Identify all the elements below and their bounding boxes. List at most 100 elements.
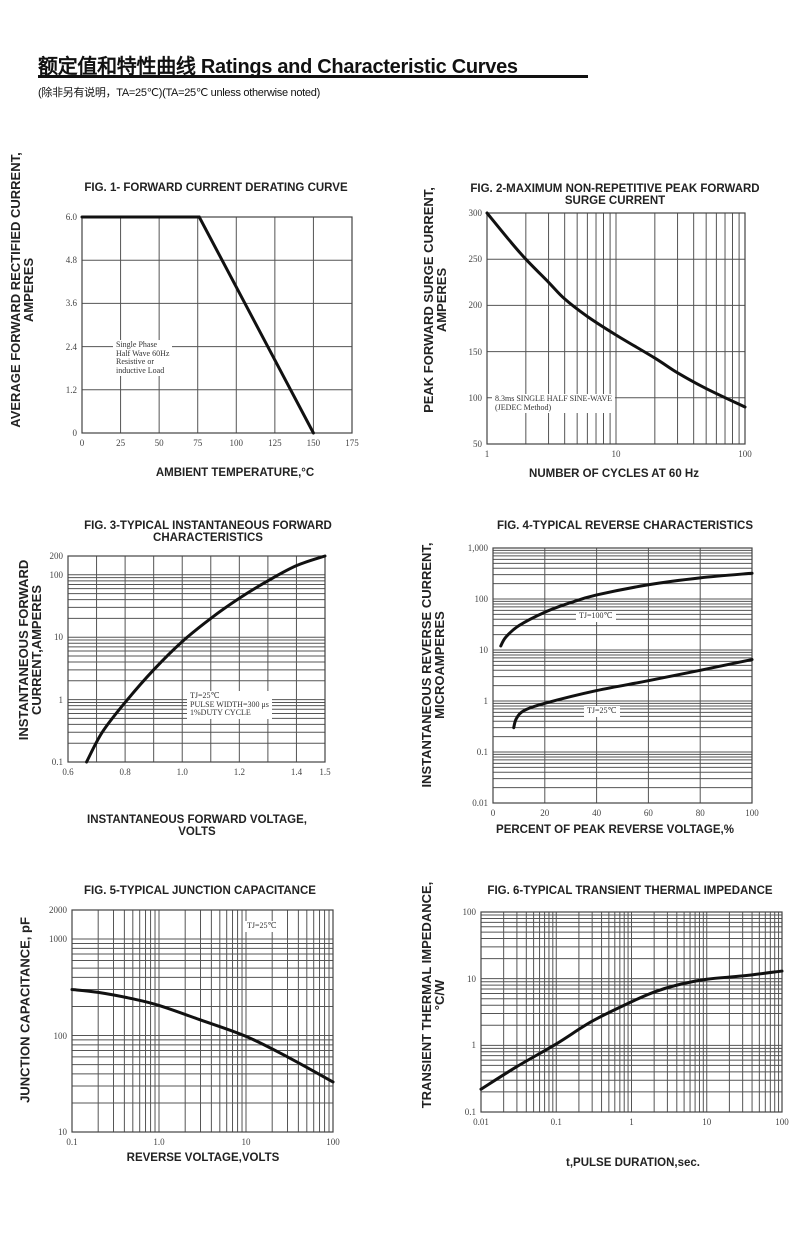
x-tick-label: 100 [775, 1117, 789, 1127]
chart-annotation: TJ=25℃ [244, 921, 280, 932]
x-tick-label: 125 [268, 438, 282, 448]
y-tick-label: 100 [474, 594, 489, 604]
x-tick-label: 0.6 [62, 767, 74, 777]
x-axis-label: INSTANTANEOUS FORWARD VOLTAGE, VOLTS [87, 814, 307, 838]
x-tick-label: 0.1 [550, 1117, 562, 1127]
chart-annotation: TJ=100℃ [576, 611, 616, 622]
x-tick-label: 60 [643, 808, 653, 818]
x-tick-label: 0 [79, 438, 85, 448]
x-axis-label: AMBIENT TEMPERATURE,°C [155, 467, 315, 479]
chart-title: FIG. 1- FORWARD CURRENT DERATING CURVE [84, 182, 348, 194]
x-tick-label: 10 [241, 1137, 251, 1147]
chart-title: FIG. 4-TYPICAL REVERSE CHARACTERISTICS [496, 520, 754, 532]
title-underline [38, 75, 588, 78]
x-tick-label: 20 [540, 808, 550, 818]
x-tick-label: 1.5 [319, 767, 331, 777]
page-title: 额定值和特性曲线 Ratings and Characteristic Curv… [38, 56, 518, 78]
y-tick-label: 6.0 [65, 212, 77, 222]
plot-frame [492, 547, 753, 804]
y-tick-label: 0.01 [472, 798, 488, 808]
x-tick-label: 0.8 [119, 767, 131, 777]
x-tick-label: 80 [695, 808, 705, 818]
plot-frame [71, 909, 334, 1133]
x-tick-label: 175 [345, 438, 359, 448]
x-tick-label: 0 [490, 808, 496, 818]
y-tick-label: 10 [479, 645, 488, 655]
x-tick-label: 1.0 [176, 767, 188, 777]
series-curve-1 [70, 987, 335, 1084]
y-tick-label: 1,000 [467, 543, 488, 553]
y-axis-label: JUNCTION CAPACITANCE, pF [17, 917, 33, 1103]
x-tick-label: 10 [611, 449, 621, 459]
x-tick-label: 100 [326, 1137, 340, 1147]
y-tick-label: 1 [58, 694, 64, 705]
y-tick-label: 10 [54, 632, 63, 643]
y-tick-label: 100 [53, 1030, 68, 1041]
series-curve-1 [479, 969, 784, 1091]
chart-title: FIG. 6-TYPICAL TRANSIENT THERMAL IMPEDAN… [487, 885, 773, 897]
chart-title: FIG. 5-TYPICAL JUNCTION CAPACITANCE [84, 885, 316, 897]
y-tick-label: 0.1 [51, 757, 63, 767]
y-tick-label: 1 [483, 696, 489, 706]
chart-annotation: Single Phase Half Wave 60Hz Resistive or in… [113, 340, 173, 376]
x-tick-label: 1 [484, 449, 490, 459]
x-tick-label: 75 [193, 438, 203, 448]
x-tick-label: 1.2 [233, 767, 245, 777]
x-tick-label: 1.0 [153, 1137, 165, 1147]
plot-frame [486, 212, 746, 445]
x-tick-label: 50 [154, 438, 164, 448]
plot-frame [480, 911, 783, 1113]
y-tick-label: 200 [49, 551, 64, 561]
plot-frame [81, 216, 353, 434]
series-curve-2 [512, 658, 754, 730]
x-axis-label: REVERSE VOLTAGE,VOLTS [126, 1152, 280, 1164]
x-tick-label: 25 [116, 438, 126, 448]
x-tick-label: 1 [629, 1117, 634, 1127]
x-tick-label: 100 [229, 438, 244, 448]
x-tick-label: 40 [592, 808, 602, 818]
y-tick-label: 50 [473, 439, 482, 449]
series-curve-1 [499, 571, 754, 648]
y-tick-label: 100 [49, 569, 64, 580]
x-tick-label: 100 [738, 449, 752, 459]
y-axis-label: INSTANTANEOUS REVERSE CURRENT, MICROAMPER… [419, 542, 447, 788]
y-tick-label: 100 [468, 392, 483, 403]
y-tick-label: 1000 [49, 934, 67, 945]
y-tick-label: 0 [72, 428, 78, 438]
page-subtitle: (除非另有说明，TA=25℃)(TA=25℃ unless otherwise … [38, 87, 320, 99]
y-tick-label: 2000 [49, 905, 67, 915]
x-tick-label: 0.01 [473, 1117, 489, 1127]
x-tick-label: 100 [745, 808, 759, 818]
y-axis-label: TRANSIENT THERMAL IMPEDANCE, °C/W [419, 881, 447, 1109]
y-tick-label: 300 [468, 208, 483, 218]
y-tick-label: 250 [468, 254, 483, 265]
y-tick-label: 4.8 [65, 255, 77, 266]
chart-annotation: 8.3ms SINGLE HALF SINE-WAVE (JEDEC Method… [492, 394, 616, 413]
x-tick-label: 10 [702, 1117, 712, 1127]
y-axis-label: INSTANTANEOUS FORWARD CURRENT,AMPERES [16, 559, 44, 741]
y-tick-label: 150 [468, 346, 483, 357]
y-tick-label: 10 [467, 973, 476, 984]
y-tick-label: 1.2 [65, 384, 77, 395]
y-tick-label: 0.1 [476, 747, 488, 757]
chart-title: FIG. 2-MAXIMUM NON-REPETITIVE PEAK FORWA… [470, 183, 760, 207]
y-tick-label: 10 [58, 1127, 67, 1137]
y-tick-label: 0.1 [464, 1107, 476, 1117]
y-axis-label: AVERAGE FORWARD RECTIFIED CURRENT, AMPERE… [8, 152, 36, 428]
plot-frame [67, 555, 326, 763]
x-tick-label: 1.4 [290, 767, 303, 777]
chart-title: FIG. 3-TYPICAL INSTANTANEOUS FORWARD CHAR… [84, 520, 332, 544]
chart-annotation: TJ=25℃ PULSE WIDTH=300 μs 1%DUTY CYCLE [187, 691, 272, 719]
y-tick-label: 3.6 [65, 298, 77, 309]
x-axis-label: t,PULSE DURATION,sec. [566, 1157, 700, 1169]
series-curve-1 [85, 554, 327, 764]
y-axis-label: PEAK FORWARD SURGE CURRENT, AMPERES [421, 187, 449, 413]
x-axis-label: NUMBER OF CYCLES AT 60 Hz [529, 468, 699, 480]
x-tick-label: 0.1 [66, 1137, 78, 1147]
series-curve-1 [485, 211, 747, 409]
x-axis-label: PERCENT OF PEAK REVERSE VOLTAGE,% [496, 824, 734, 836]
y-tick-label: 200 [468, 300, 483, 311]
y-tick-label: 1 [471, 1040, 477, 1051]
series-curve-1 [80, 215, 315, 435]
chart-annotation: TJ=25℃ [584, 706, 620, 717]
